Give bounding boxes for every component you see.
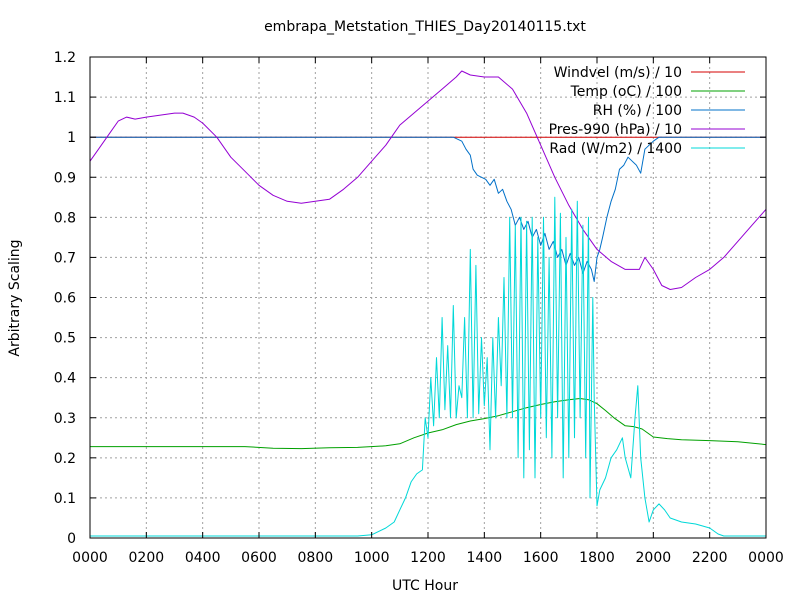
y-tick-label: 0.1: [54, 491, 76, 507]
y-tick-label: 0: [67, 531, 76, 547]
x-tick-label: 0200: [129, 550, 165, 566]
x-axis-label: UTC Hour: [392, 578, 458, 594]
axis-ticks: 0000 0200 0400 0600 0800 1000 1200 1400 1600 1800…: [54, 50, 784, 566]
y-tick-label: 0.7: [54, 250, 76, 266]
y-tick-label: 1.2: [54, 50, 76, 66]
legend-label: Temp (oC) / 100: [570, 84, 682, 100]
y-tick-label: 1: [67, 130, 76, 146]
legend: Windvel (m/s) / 10 Temp (oC) / 100 RH (%) …: [549, 65, 745, 157]
x-tick-label: 0000: [748, 550, 784, 566]
x-tick-label: 1000: [354, 550, 390, 566]
y-tick-label: 1.1: [54, 90, 76, 106]
x-tick-label: 0600: [241, 550, 277, 566]
x-tick-label: 1800: [579, 550, 615, 566]
y-tick-label: 0.9: [54, 170, 76, 186]
series-line-3: [90, 136, 766, 282]
x-tick-label: 1600: [523, 550, 559, 566]
y-tick-label: 0.6: [54, 291, 76, 307]
y-tick-label: 0.5: [54, 331, 76, 347]
chart-title: embrapa_Metstation_THIES_Day20140115.txt: [264, 19, 586, 35]
legend-label: RH (%) / 100: [593, 103, 682, 119]
y-tick-label: 0.8: [54, 210, 76, 226]
x-tick-label: 2200: [692, 550, 728, 566]
legend-label: Rad (W/m2) / 1400: [549, 141, 682, 157]
x-tick-label: 1200: [410, 550, 446, 566]
plot-area: [89, 70, 767, 537]
y-tick-label: 0.2: [54, 451, 76, 467]
y-tick-label: 0.4: [54, 371, 76, 387]
y-axis-label: Arbitrary Scaling: [7, 239, 23, 356]
legend-label: Pres-990 (hPa) / 10: [549, 122, 682, 138]
x-tick-label: 2000: [636, 550, 672, 566]
x-tick-label: 1400: [467, 550, 503, 566]
y-tick-label: 0.3: [54, 411, 76, 427]
series-line-5: [90, 196, 766, 537]
x-tick-label: 0400: [185, 550, 221, 566]
series-line-4: [89, 70, 767, 290]
x-tick-label: 0800: [298, 550, 334, 566]
legend-label: Windvel (m/s) / 10: [554, 65, 682, 81]
x-tick-label: 0000: [72, 550, 108, 566]
series-line-2: [90, 398, 767, 450]
